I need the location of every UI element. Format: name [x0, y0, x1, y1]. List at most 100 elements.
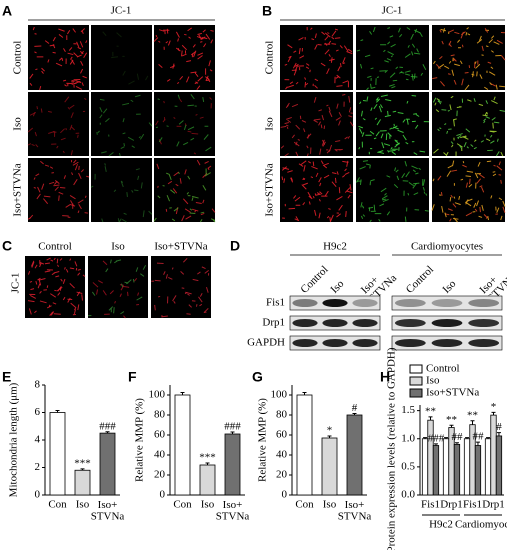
- stain: [328, 144, 333, 152]
- stain: [109, 290, 114, 295]
- stain: [326, 68, 330, 75]
- stain: [413, 192, 419, 196]
- stain: [191, 132, 199, 135]
- micrograph: [88, 256, 148, 318]
- stain: [29, 82, 33, 86]
- stain: [324, 35, 329, 41]
- panel-letter: G: [252, 369, 263, 385]
- stain: [387, 149, 390, 153]
- stain: [75, 80, 82, 84]
- stain: [108, 151, 114, 157]
- stain: [285, 124, 289, 127]
- stain: [92, 282, 99, 288]
- stain: [38, 279, 42, 286]
- stain: [139, 133, 145, 140]
- stain: [294, 196, 301, 202]
- error-bar: [352, 413, 357, 415]
- stain: [168, 174, 172, 181]
- stain: [121, 180, 124, 183]
- stain: [77, 210, 80, 214]
- stain: [413, 52, 421, 55]
- stain: [183, 124, 187, 130]
- stain: [502, 206, 506, 213]
- stain: [339, 63, 342, 68]
- stain: [163, 117, 166, 121]
- stain: [186, 60, 192, 63]
- stain: [102, 290, 107, 296]
- stain: [86, 175, 90, 178]
- stain: [183, 141, 189, 146]
- stain: [319, 191, 323, 195]
- stain: [360, 110, 363, 117]
- protein-label: Fis1: [266, 297, 285, 309]
- panel-letter: D: [230, 238, 240, 254]
- stain: [56, 145, 59, 149]
- stain: [349, 184, 352, 191]
- stain: [369, 31, 373, 35]
- stain: [479, 206, 481, 213]
- stain: [200, 211, 205, 214]
- stain: [137, 175, 140, 180]
- band: [352, 319, 378, 327]
- band: [292, 299, 318, 307]
- micrograph: [432, 25, 505, 90]
- stain: [388, 149, 396, 152]
- stain: [33, 177, 36, 180]
- stain: [437, 175, 442, 181]
- stain: [344, 168, 347, 172]
- stain: [331, 30, 337, 37]
- stain: [305, 82, 309, 86]
- stain: [284, 63, 288, 66]
- stain: [185, 215, 192, 220]
- stain: [199, 292, 203, 297]
- stain: [69, 282, 75, 289]
- stain: [195, 202, 202, 204]
- stain: [415, 172, 419, 175]
- stain: [382, 198, 389, 203]
- error-bar: [486, 437, 491, 439]
- stain: [194, 71, 197, 75]
- band: [322, 339, 348, 347]
- stain: [44, 40, 50, 44]
- stain: [389, 72, 396, 78]
- micrograph: [280, 158, 353, 222]
- stain: [361, 205, 365, 209]
- stain: [342, 80, 349, 84]
- stain: [176, 81, 180, 85]
- stain: [327, 32, 330, 34]
- stain: [116, 32, 122, 38]
- stain: [412, 182, 417, 189]
- stain: [291, 103, 299, 108]
- stain: [120, 283, 124, 288]
- stain: [189, 208, 193, 211]
- stain: [293, 50, 297, 53]
- stain: [323, 174, 330, 179]
- row-label: Iso+STVNa: [264, 163, 276, 216]
- stain: [481, 45, 484, 51]
- stain: [441, 205, 444, 213]
- stain: [487, 61, 492, 64]
- stain: [280, 125, 287, 128]
- stain: [122, 118, 125, 123]
- stain: [96, 132, 98, 135]
- stain: [381, 198, 387, 201]
- stain: [324, 190, 329, 197]
- stain: [456, 133, 463, 137]
- band: [431, 319, 463, 327]
- stain: [360, 39, 364, 42]
- stain: [439, 55, 443, 60]
- stain: [475, 63, 481, 69]
- stain: [454, 202, 461, 206]
- stain: [185, 291, 192, 295]
- stain: [34, 131, 37, 137]
- significance: **: [467, 409, 478, 421]
- stain: [29, 280, 33, 283]
- stain: [148, 122, 153, 127]
- stain: [441, 40, 444, 45]
- bar: [495, 435, 503, 496]
- stain: [488, 71, 496, 76]
- stain: [449, 218, 452, 222]
- stain: [122, 70, 126, 76]
- stain: [383, 49, 386, 53]
- stain: [77, 134, 79, 138]
